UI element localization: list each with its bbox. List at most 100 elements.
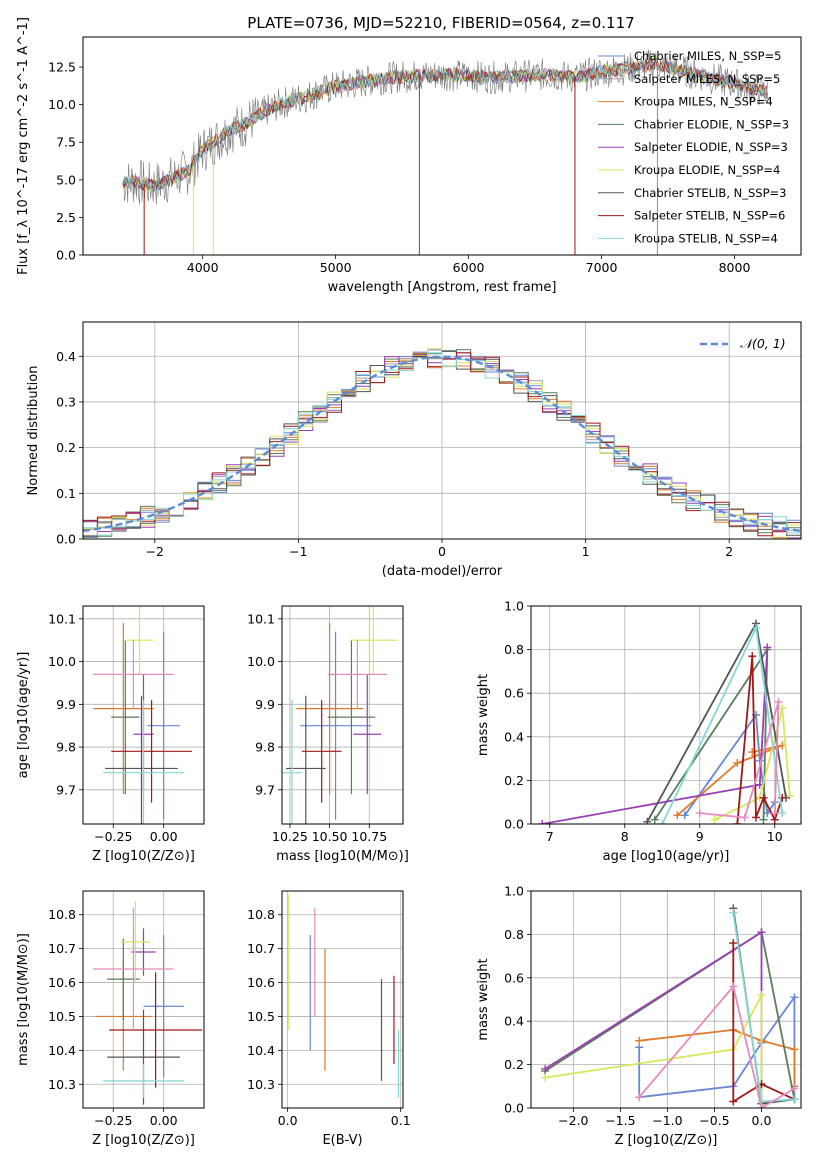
weight-marker-pink bbox=[757, 1104, 766, 1108]
x-tick-label: −2 bbox=[146, 544, 164, 559]
x-tick-label: −0.25 bbox=[94, 1113, 132, 1128]
x-tick-label: 10.75 bbox=[351, 829, 387, 844]
weight-marker-kroupa_miles bbox=[635, 1036, 644, 1045]
weight-marker-kroupa_miles bbox=[673, 811, 682, 820]
x-tick-label: 0.0 bbox=[278, 1113, 298, 1128]
x-tick-label: 0.0 bbox=[752, 1113, 772, 1128]
spectrum-model-salpeter_stelib bbox=[122, 57, 768, 191]
y-axis-label: mass [log10(M/M⊙)] bbox=[16, 933, 31, 1066]
weight-marker-salpeter_elodie bbox=[763, 643, 772, 652]
y-tick-label: 1.0 bbox=[504, 884, 524, 899]
y-tick-label: 0.0 bbox=[504, 817, 524, 832]
weight-marker-salpeter_elodie bbox=[538, 820, 547, 824]
axes-frame bbox=[82, 605, 205, 825]
x-axis-label: Z [log10(Z/Z⊙)] bbox=[92, 849, 195, 864]
y-axis-label: Normed distribution bbox=[26, 366, 41, 496]
weight-marker-pink bbox=[635, 1093, 644, 1102]
y-tick-label: 10.4 bbox=[48, 1043, 76, 1058]
y-tick-label: 1.0 bbox=[504, 599, 524, 614]
legend-label-salpeter_miles: Salpeter MILES, N_SSP=5 bbox=[634, 72, 780, 86]
axes-frame bbox=[281, 605, 404, 825]
y-tick-label: 12.5 bbox=[48, 60, 76, 75]
y-tick-label: 10.4 bbox=[247, 1043, 275, 1058]
x-axis-label: E(B-V) bbox=[322, 1133, 362, 1148]
x-tick-label: 7000 bbox=[586, 260, 618, 275]
weight-line-chabrier_miles bbox=[638, 994, 796, 1100]
y-tick-label: 9.7 bbox=[255, 782, 275, 797]
weight-marker-chabrier_elodie bbox=[650, 815, 659, 824]
y-tick-label: 0.4 bbox=[504, 729, 524, 744]
x-tick-label: −1 bbox=[289, 544, 307, 559]
weight-marker-pink bbox=[770, 809, 779, 818]
x-tick-label: 5000 bbox=[320, 260, 352, 275]
y-tick-label: 10.6 bbox=[247, 975, 275, 990]
legend-label-kroupa_stelib: Kroupa STELIB, N_SSP=4 bbox=[634, 231, 778, 245]
x-tick-label: −1.0 bbox=[652, 1113, 682, 1128]
legend-label-chabrier_elodie: Chabrier ELODIE, N_SSP=3 bbox=[634, 117, 789, 131]
spectrum-model-kroupa_stelib bbox=[122, 57, 768, 191]
y-axis-label: Flux [f_λ 10^-17 erg cm^-2 s^-1 A^-1] bbox=[16, 17, 31, 275]
x-tick-label: 10.50 bbox=[312, 829, 348, 844]
y-tick-label: 10.1 bbox=[48, 611, 76, 626]
axes-frame bbox=[82, 890, 205, 1109]
axes-frame bbox=[530, 605, 802, 825]
x-tick-label: −0.5 bbox=[699, 1113, 729, 1128]
panel-weight_vs_age: 7 8 9 10 0.0 0.2 0.4 0.6 0.8 1.0 age [log10(age/yr… bbox=[476, 599, 802, 864]
y-tick-label: 0.3 bbox=[56, 394, 76, 409]
weight-marker-chabrier_miles bbox=[790, 993, 799, 1002]
weight-marker-chabrier_elodie bbox=[759, 815, 768, 824]
x-tick-label: −0.25 bbox=[94, 829, 132, 844]
y-tick-label: 0.0 bbox=[504, 1101, 524, 1116]
x-tick-label: 10.25 bbox=[272, 829, 308, 844]
x-axis-label: age [log10(age/yr)] bbox=[603, 849, 730, 864]
weight-marker-kroupa_miles bbox=[790, 1045, 799, 1054]
panel-residuals: −2 −1 0 1 2 0.0 0.1 0.2 0.3 0.4 (data-model)/error… bbox=[26, 321, 802, 579]
y-tick-label: 0.0 bbox=[56, 248, 76, 263]
panel-spectrum: 4000 5000 6000 7000 8000 0.0 2.5 5.0 7.5 10.0 12.5… bbox=[16, 17, 802, 295]
legend-label-kroupa_miles: Kroupa MILES, N_SSP=4 bbox=[634, 95, 773, 109]
y-tick-label: 9.9 bbox=[56, 697, 76, 712]
plot-area bbox=[541, 904, 799, 1108]
legend-label-chabrier_stelib: Chabrier STELIB, N_SSP=3 bbox=[634, 186, 786, 200]
y-tick-label: 10.5 bbox=[48, 1009, 76, 1024]
x-tick-label: −2.0 bbox=[558, 1113, 588, 1128]
weight-marker-chabrier_stelib bbox=[643, 817, 652, 824]
y-tick-label: 10.0 bbox=[247, 654, 275, 669]
legend-label-normal: 𝒩(0, 1) bbox=[740, 336, 786, 351]
y-tick-label: 9.9 bbox=[255, 697, 275, 712]
weight-marker-kroupa_elodie bbox=[541, 1073, 550, 1082]
x-axis-label: mass [log10(M/M⊙)] bbox=[276, 849, 409, 864]
panel-mass_vs_Z: −0.25 0.00 10.3 10.4 10.5 10.6 10.7 10.8 Z [log1… bbox=[16, 890, 205, 1148]
plot-area bbox=[83, 348, 801, 539]
weight-line-salpeter_stelib bbox=[732, 943, 795, 1104]
panel-age_vs_mass: 10.25 10.50 10.75 9.7 9.8 9.9 10.0 10.1 mass [lo… bbox=[247, 605, 409, 864]
weight-marker-kroupa_elodie bbox=[710, 815, 719, 824]
weight-marker-pink bbox=[729, 982, 738, 991]
x-tick-label: 0.00 bbox=[150, 1113, 178, 1128]
y-tick-label: 0.6 bbox=[504, 970, 524, 985]
y-tick-label: 0.0 bbox=[56, 532, 76, 547]
legend-label-chabrier_miles: Chabrier MILES, N_SSP=5 bbox=[634, 49, 781, 63]
axes-frame bbox=[82, 321, 802, 540]
panel-weight_vs_Z: −2.0 −1.5 −1.0 −0.5 0.0 0.0 0.2 0.4 0.6 0.8 1.0 Z [… bbox=[476, 884, 802, 1148]
plot-area bbox=[288, 894, 400, 1098]
weight-marker-salpeter_elodie bbox=[757, 928, 766, 937]
x-tick-label: 1 bbox=[582, 544, 590, 559]
y-tick-label: 9.8 bbox=[56, 740, 76, 755]
weight-marker-kroupa_elodie bbox=[757, 991, 766, 1000]
x-axis-label: wavelength [Angstrom, rest frame] bbox=[328, 280, 557, 295]
y-tick-label: 5.0 bbox=[56, 172, 76, 187]
legend-label-salpeter_stelib: Salpeter STELIB, N_SSP=6 bbox=[634, 209, 785, 223]
weight-marker-chabrier_miles bbox=[763, 809, 772, 818]
y-tick-label: 7.5 bbox=[56, 135, 76, 150]
y-tick-label: 10.1 bbox=[247, 611, 275, 626]
weight-marker-kroupa_miles bbox=[733, 758, 742, 767]
y-tick-label: 10.7 bbox=[48, 941, 76, 956]
plot-area bbox=[282, 606, 398, 824]
y-tick-label: 9.8 bbox=[255, 740, 275, 755]
plot-area bbox=[93, 606, 192, 824]
weight-marker-kroupa_stelib bbox=[729, 908, 738, 917]
y-tick-label: 10.7 bbox=[247, 941, 275, 956]
weight-marker-kroupa_stelib bbox=[790, 1095, 799, 1104]
